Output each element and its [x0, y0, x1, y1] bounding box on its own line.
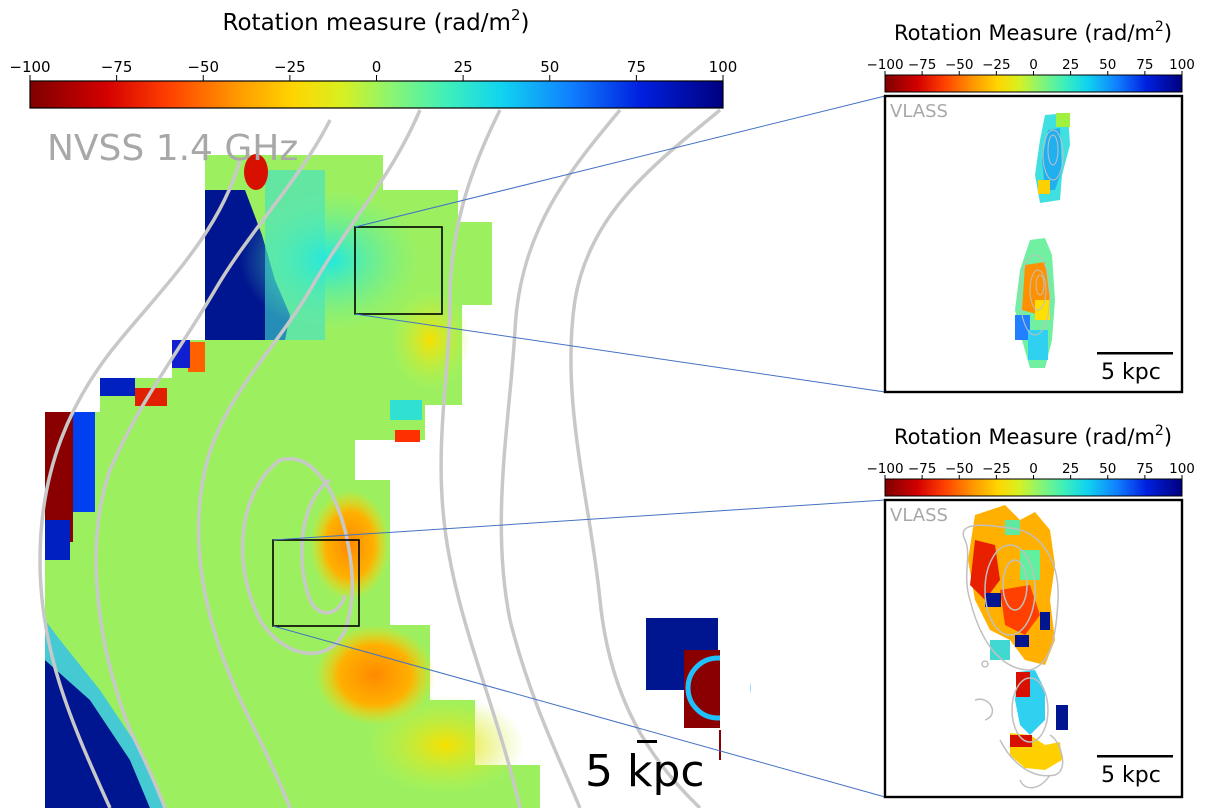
- contour-1: [38, 159, 242, 808]
- colorbar-inset-upper-bar: [884, 74, 1183, 93]
- colorbar-main-ticks: −100 −75 −50 −25 0 25 50 75 100: [9, 58, 737, 81]
- colorbar-title-inset-lower: Rotation Measure (rad/m2): [894, 423, 1172, 449]
- main-rm-yellow-2: [390, 290, 470, 390]
- cb-main-tick-label: −25: [274, 58, 306, 76]
- cb-lower-tick-label: 0: [1029, 461, 1038, 477]
- inset-lower-lobe-red-1: [970, 540, 1000, 600]
- colorbar-inset-lower-bar: [884, 478, 1183, 497]
- cb-upper-tick-label: −75: [908, 57, 937, 73]
- scale-bar-label-inset-lower: 5 kpc: [1101, 763, 1161, 788]
- inset-upper-lobe-top-yellow: [1038, 180, 1050, 194]
- contour-6: [569, 108, 722, 808]
- cb-lower-tick-label: −100: [866, 461, 903, 477]
- cb-lower-tick-label: 25: [1062, 461, 1079, 477]
- contour-7: [240, 457, 354, 656]
- main-rm-blue-patch-1: [100, 378, 135, 396]
- cb-lower-tick-label: 100: [1169, 461, 1195, 477]
- main-rm-cyan-patch: [390, 400, 422, 420]
- zoom-box-lower: [272, 539, 360, 627]
- connector-lines: [272, 95, 886, 798]
- main-rm-red-top: [244, 154, 268, 190]
- colorbar-inset-lower-ticks: −100 −75 −50 −25 0 25 50 75 100: [866, 461, 1195, 479]
- scale-bar-inset-upper: [1097, 352, 1173, 355]
- cb-upper-tick-label: 75: [1136, 57, 1153, 73]
- contour-4: [439, 109, 522, 808]
- inset-upper-lobe-bottom-cyan: [1028, 330, 1048, 360]
- scale-bar-main: [637, 740, 657, 743]
- contour-2: [94, 119, 332, 808]
- cb-lower-tick-label: 75: [1136, 461, 1153, 477]
- scale-bar-label-inset-upper: 5 kpc: [1101, 360, 1161, 385]
- cb-lower-tick-label: −25: [982, 461, 1011, 477]
- colorbar-main-bar: [29, 80, 724, 109]
- inset-upper-lobe-top-green: [1056, 113, 1070, 127]
- cb-lower-tick-label: 50: [1099, 461, 1116, 477]
- main-contours: [38, 108, 722, 808]
- cb-main-tick-label: −75: [101, 58, 133, 76]
- inset-lower-lobe-cyan-3: [990, 640, 1010, 660]
- inset-upper-lobe-bottom-blue: [1015, 315, 1030, 340]
- contour-3: [196, 109, 422, 808]
- colorbar-title-main: Rotation measure (rad/m2): [223, 6, 530, 36]
- inset-lower-lobe-blue-3: [1040, 612, 1050, 630]
- contour-5: [499, 108, 622, 808]
- cb-upper-tick-label: 50: [1099, 57, 1116, 73]
- scale-bar-label-main: 5 kpc: [585, 746, 705, 797]
- main-rm-yellow-1: [365, 695, 525, 795]
- inset-lower-lobe-blue-2: [1015, 635, 1029, 647]
- main-map: NVSS 1.4 GHz 5 kpc: [38, 95, 886, 808]
- survey-label-nvss: NVSS 1.4 GHz: [47, 128, 298, 169]
- inset-lower-lobe-bottom-blue: [1056, 705, 1068, 730]
- zoom-box-upper: [354, 226, 443, 315]
- cb-main-tick-label: −50: [187, 58, 219, 76]
- cb-upper-tick-label: −100: [866, 57, 903, 73]
- inset-upper-contours: [1019, 129, 1064, 336]
- cb-main-tick-label: 25: [454, 58, 473, 76]
- main-rm-cyan-bottom: [45, 620, 165, 808]
- cb-main-tick-label: 50: [540, 58, 559, 76]
- scale-bar-inset-lower: [1097, 755, 1173, 758]
- inset-lower-contours: [962, 524, 1064, 789]
- main-rm-isolated-mask-2: [646, 690, 684, 740]
- main-rm-blue-left-low: [45, 520, 70, 560]
- cb-upper-tick-label: 0: [1029, 57, 1038, 73]
- cb-upper-tick-label: −50: [945, 57, 974, 73]
- cb-main-tick-label: 100: [709, 58, 738, 76]
- main-rm-red-patch-2: [188, 342, 205, 372]
- cb-lower-tick-label: −50: [945, 461, 974, 477]
- inset-lower-lobe-blue-1: [985, 593, 1001, 607]
- inset-lower-lobe-red-2: [1000, 585, 1040, 635]
- cb-main-tick-label: −100: [9, 58, 50, 76]
- contour-8: [300, 478, 347, 615]
- inset-lower: Rotation Measure (rad/m2) −100 −75 −50 −25 0…: [866, 423, 1195, 799]
- cb-upper-tick-label: 100: [1169, 57, 1195, 73]
- survey-label-vlass-lower: VLASS: [890, 505, 948, 526]
- main-rm-isolated-mask: [720, 618, 750, 738]
- inset-upper-lobe-bottom-yellow: [1035, 300, 1050, 320]
- main-rm-red-patch-1: [135, 388, 167, 406]
- cb-lower-tick-label: −75: [908, 461, 937, 477]
- colorbar-main: Rotation measure (rad/m2) −100 −75 −50 −25 0…: [9, 6, 737, 109]
- connector-lower-top: [272, 499, 886, 541]
- connector-upper-top: [354, 95, 886, 228]
- main-rm-orange-1: [315, 625, 435, 725]
- colorbar-inset-upper-ticks: −100 −75 −50 −25 0 25 50 75 100: [866, 57, 1195, 75]
- main-rm-blue-left: [73, 412, 95, 512]
- survey-label-vlass-upper: VLASS: [890, 101, 948, 122]
- main-rm-red-patch-3: [395, 430, 420, 442]
- inset-upper: Rotation Measure (rad/m2) −100 −75 −50 −25 0…: [866, 19, 1195, 394]
- cb-main-tick-label: 75: [627, 58, 646, 76]
- connector-upper-bottom: [354, 313, 886, 393]
- cb-upper-tick-label: 25: [1062, 57, 1079, 73]
- colorbar-title-inset-upper: Rotation Measure (rad/m2): [894, 19, 1172, 45]
- connector-lower-bottom: [272, 625, 886, 798]
- main-rm-blue-bottom: [45, 660, 150, 808]
- cb-main-tick-label: 0: [372, 58, 382, 76]
- cb-upper-tick-label: −25: [982, 57, 1011, 73]
- inset-lower-lobe-bottom-red: [1016, 672, 1030, 697]
- inset-lower-lobe-tail-red: [1010, 735, 1032, 747]
- main-rm-blue-patch-2: [172, 340, 190, 368]
